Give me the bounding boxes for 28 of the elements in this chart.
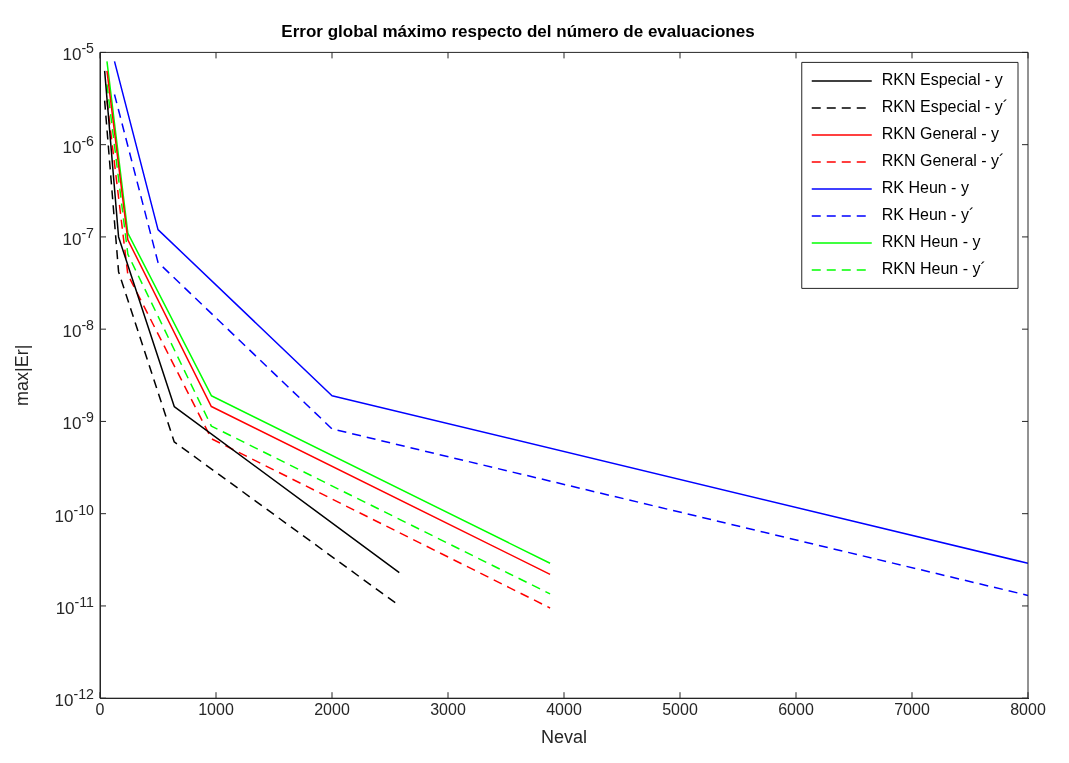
legend-label: RK Heun - y´ [881,206,975,224]
x-tick-label: 0 [95,701,105,719]
x-tick-label: 5000 [662,701,698,719]
chart-title: Error global máximo respecto del número de evaluaciones [281,21,755,41]
y-tick-label: 10$^{-12}$ [54,686,94,711]
legend-label: RKN Heun - y [881,233,981,251]
y-tick-label: 10$^{-5}$ [62,40,94,65]
y-tick-label: 10$^{-8}$ [62,317,94,341]
x-axis-title: Neval [540,727,588,748]
legend-label: RKN General - y´ [881,152,1005,170]
legend-label: RKN General - y [881,125,1000,143]
x-tick-label: 8000 [1010,701,1046,719]
y-tick-label: 10$^{-6}$ [62,132,94,157]
x-tick-label: 1000 [198,701,234,719]
y-axis-title: max|Er| [11,344,32,406]
legend-label: RKN Especial - y´ [881,98,1008,116]
x-tick-label: 2000 [314,701,350,719]
legend-label: RKN Especial - y [881,71,1003,89]
y-tick-label: 10$^{-9}$ [62,409,94,434]
x-tick-label: 4000 [546,701,582,719]
y-tick-label: 10$^{-11}$ [55,594,94,618]
y-tick-label: 10$^{-10}$ [54,501,94,526]
x-tick-label: 7000 [894,701,930,719]
x-tick-label: 6000 [778,701,814,719]
x-tick-label: 3000 [430,701,466,719]
legend-label: RK Heun - y [881,179,969,197]
legend-label: RKN Heun - y´ [881,260,986,278]
y-tick-label: 10$^{-7}$ [62,225,94,249]
